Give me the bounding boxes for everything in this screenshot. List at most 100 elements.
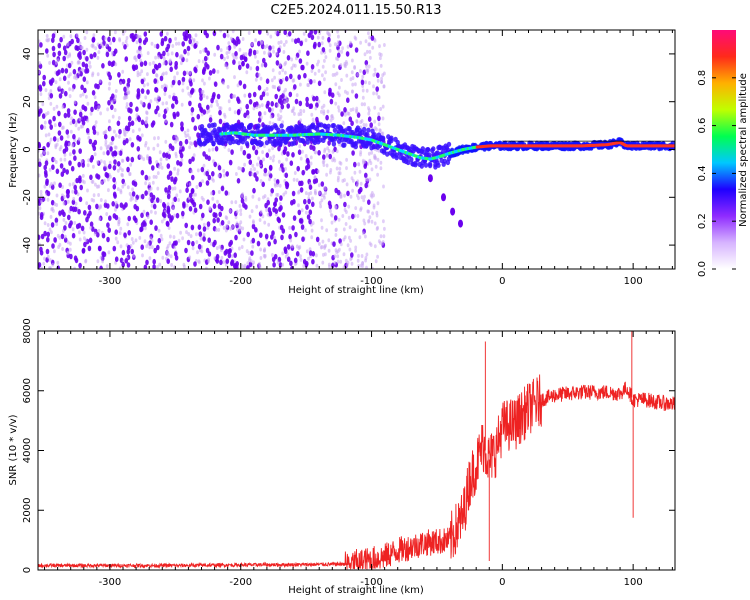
spectrogram-noise-dot	[161, 211, 166, 218]
spectrogram-noise-dot	[345, 157, 348, 162]
spectrogram-trace-core	[671, 144, 675, 148]
spectrogram-noise-dot	[73, 220, 77, 225]
spectrogram-noise-dot	[94, 83, 98, 89]
spectrogram-noise-dot	[138, 127, 141, 132]
spectrogram-noise-dot	[382, 234, 386, 239]
spectrogram-noise-dot	[180, 125, 184, 132]
spectrogram-noise-dot	[344, 112, 347, 117]
spectrogram-noise-dot	[325, 172, 328, 177]
spectrogram-noise-dot	[149, 186, 153, 191]
spectrogram-noise-dot	[368, 241, 372, 246]
spectrogram-noise-dot	[286, 55, 291, 61]
spectrogram-noise-dot	[94, 182, 97, 187]
spectrogram-noise-dot	[84, 68, 88, 74]
spectrogram-noise-dot	[354, 93, 359, 99]
spectrogram-noise-dot	[190, 169, 194, 174]
spectrogram-noise-dot	[375, 91, 379, 96]
spectrogram-noise-dot	[138, 49, 142, 54]
spectrogram-noise-dot	[373, 153, 376, 158]
spectrogram-noise-dot	[231, 254, 234, 259]
spectrogram-noise-dot	[202, 48, 206, 53]
spectrogram-trace-cell	[227, 124, 232, 130]
spectrogram-noise-dot	[216, 217, 220, 223]
spectrogram-noise-dot	[175, 51, 179, 58]
spectrogram-noise-dot	[49, 137, 53, 142]
spectrogram-noise-dot	[219, 30, 223, 33]
spectrogram-noise-dot	[68, 94, 72, 99]
spectrogram-noise-dot	[329, 98, 334, 105]
spectrogram-noise-dot	[319, 204, 322, 209]
spectrogram-noise-dot	[38, 234, 41, 241]
spectrogram-noise-dot	[260, 39, 264, 44]
spectrogram-noise-dot	[103, 160, 106, 165]
spectrogram-noise-dot	[114, 133, 118, 138]
spectrogram-noise-dot	[219, 53, 224, 60]
spectrogram-noise-dot	[166, 163, 171, 169]
spectrogram-noise-dot	[297, 149, 302, 155]
spectrogram-noise-dot	[325, 114, 329, 121]
spectrogram-noise-dot	[222, 81, 225, 86]
spectrogram-noise-dot	[107, 86, 111, 91]
spectrogram-noise-dot	[312, 145, 316, 152]
spectrogram-noise-dot	[334, 248, 338, 253]
spectrogram-noise-dot	[235, 209, 239, 214]
spectrogram-noise-dot	[237, 38, 241, 45]
spectrogram-noise-dot	[117, 220, 120, 224]
spectrogram-noise-dot	[351, 58, 354, 63]
spectrogram-noise-dot	[144, 181, 148, 186]
spectrogram-noise-dot	[227, 41, 231, 46]
spectrogram-noise-dot	[173, 186, 177, 191]
spectrogram-noise-dot	[99, 146, 103, 151]
spectrogram-noise-dot	[231, 30, 235, 34]
spectrogram-noise-dot	[198, 203, 203, 210]
spectrogram-noise-dot	[258, 104, 261, 109]
spectrogram-noise-dot	[146, 51, 150, 56]
spectrogram-noise-dot	[325, 228, 329, 233]
spectrogram-noise-dot	[214, 212, 218, 219]
spectrogram-noise-dot	[99, 255, 103, 260]
spectrogram-noise-dot	[344, 64, 347, 69]
spectrogram-noise-dot	[62, 195, 66, 199]
spectrogram-noise-dot	[178, 189, 182, 194]
spectrogram-noise-dot	[160, 84, 164, 89]
spectrogram-noise-dot	[106, 150, 110, 156]
spectrogram-noise-dot	[202, 226, 207, 232]
spectrogram-noise-dot	[337, 105, 340, 110]
spectrogram-noise-dot	[263, 220, 267, 225]
spectrogram-noise-dot	[64, 146, 69, 152]
spectrogram-noise-dot	[134, 57, 138, 62]
spectrogram-noise-dot	[62, 34, 66, 39]
spectrogram-noise-dot	[185, 30, 189, 34]
spectrogram-noise-dot	[58, 121, 62, 128]
spectrogram-noise-dot	[156, 244, 160, 251]
spectrogram-noise-dot	[68, 182, 72, 187]
spectrogram-noise-dot	[126, 166, 130, 173]
spectrogram-noise-dot	[271, 107, 274, 112]
spectrogram-noise-dot	[304, 191, 308, 196]
spectrogram-noise-dot	[364, 80, 367, 85]
spectrogram-noise-dot	[173, 213, 177, 218]
spectrogram-noise-dot	[64, 68, 69, 74]
spectrogram-noise-dot	[350, 252, 354, 258]
spectrogram-noise-dot	[121, 158, 125, 163]
spectrogram-noise-dot	[273, 178, 277, 182]
spectrogram-noise-dot	[367, 111, 371, 116]
spectrogram-noise-dot	[305, 260, 309, 267]
snr-series-line	[38, 331, 675, 570]
spectrogram-noise-dot	[106, 203, 110, 209]
spectrogram-noise-dot	[262, 57, 266, 64]
spectrogram-noise-dot	[79, 184, 83, 191]
spectrogram-noise-dot	[237, 166, 241, 171]
spectrogram-noise-dot	[213, 81, 218, 87]
spectrogram-noise-dot	[239, 166, 243, 171]
spectrogram-noise-dot	[44, 133, 48, 138]
spectrogram-trace-cell	[212, 122, 217, 128]
spectrogram-noise-dot	[38, 143, 42, 149]
spectrogram-noise-dot	[188, 145, 192, 150]
spectrogram-noise-dot	[190, 87, 195, 94]
spectrogram-noise-dot	[369, 122, 374, 128]
spectrogram-noise-dot	[380, 80, 383, 85]
spectrogram-noise-dot	[284, 39, 288, 44]
